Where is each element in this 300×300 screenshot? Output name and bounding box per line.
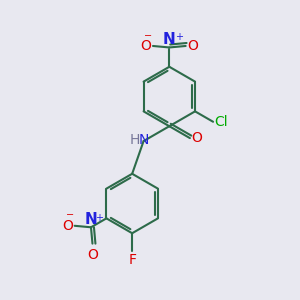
- Text: −: −: [144, 31, 152, 40]
- Text: +: +: [175, 32, 183, 42]
- Text: +: +: [95, 213, 103, 223]
- Text: O: O: [87, 248, 98, 262]
- Text: O: O: [62, 219, 73, 233]
- Text: −: −: [66, 210, 74, 220]
- Text: O: O: [141, 39, 152, 53]
- Text: N: N: [163, 32, 176, 46]
- Text: F: F: [128, 253, 136, 266]
- Text: Cl: Cl: [214, 115, 228, 129]
- Text: H: H: [130, 133, 140, 147]
- Text: N: N: [85, 212, 98, 227]
- Text: O: O: [187, 39, 198, 53]
- Text: N: N: [138, 134, 149, 148]
- Text: O: O: [191, 131, 202, 145]
